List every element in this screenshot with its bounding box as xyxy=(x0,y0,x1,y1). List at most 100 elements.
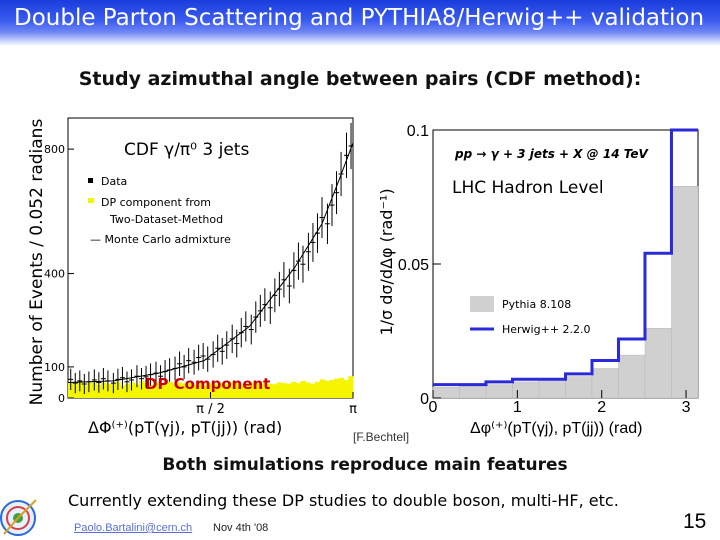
dp-bar xyxy=(338,377,344,398)
dp-bar xyxy=(329,379,335,398)
left-plot-frame xyxy=(67,117,354,399)
left-y-axis-label: Number of Events / 0.052 radians xyxy=(27,119,47,406)
dp-bar xyxy=(87,383,93,398)
pythia-bar xyxy=(459,384,487,399)
y-tick-label: 100 xyxy=(44,361,65,374)
x-tick-label: 3 xyxy=(682,399,691,416)
dp-bar xyxy=(324,380,330,398)
dp-bar xyxy=(305,382,311,398)
legend-mc: — Monte Carlo admixture xyxy=(90,233,231,246)
pythia-bar xyxy=(591,368,619,399)
right-chart-subtitle: LHC Hadron Level xyxy=(452,178,604,198)
dp-bar xyxy=(286,383,292,398)
y-tick-label: 0 xyxy=(420,391,429,408)
dp-bar xyxy=(68,382,74,398)
dp-bar xyxy=(277,382,283,398)
dp-bar xyxy=(258,384,264,398)
pythia-bar xyxy=(671,186,699,399)
slide-title: Double Parton Scattering and PYTHIA8/Her… xyxy=(14,5,705,31)
left-data-points xyxy=(68,122,354,395)
dp-bar xyxy=(82,385,88,398)
dp-bar xyxy=(139,380,145,398)
detector-logo-icon xyxy=(0,499,37,536)
dp-bar xyxy=(291,381,297,398)
presentation-date: Nov 4th '08 xyxy=(213,522,269,534)
dp-bar xyxy=(296,383,302,398)
y-tick-label: 800 xyxy=(44,143,65,156)
dp-bar xyxy=(262,381,268,398)
pythia-bar xyxy=(538,378,566,399)
dp-bar xyxy=(272,384,278,398)
dp-bar xyxy=(234,383,240,398)
dp-bar xyxy=(186,383,192,398)
dp-bar xyxy=(315,381,321,398)
dp-bar xyxy=(267,383,273,398)
left-x-ticks: π / 2 π xyxy=(196,392,357,417)
dp-bar xyxy=(229,381,235,398)
conclusion-text: Both simulations reproduce main features xyxy=(162,455,568,475)
right-herwig-line xyxy=(433,128,698,387)
dp-bar xyxy=(300,380,306,398)
pythia-bar xyxy=(644,328,672,399)
dp-bar xyxy=(239,384,245,398)
left-chart-title: CDF γ/π⁰ 3 jets xyxy=(124,140,249,160)
y-tick-label: 0.1 xyxy=(407,123,429,140)
right-y-ticks: 0 0.05 0.1 xyxy=(398,123,441,408)
dp-bar xyxy=(224,384,230,398)
author-email-link[interactable]: Paolo.Bartalini@cern.ch xyxy=(74,522,193,534)
dp-bar xyxy=(310,383,316,398)
dp-bar xyxy=(125,383,131,398)
dp-bar xyxy=(201,385,207,398)
dp-bar xyxy=(334,378,340,398)
pythia-bar xyxy=(512,381,540,399)
slide-subtitle: Study azimuthal angle between pairs (CDF… xyxy=(78,68,642,90)
pythia-bar xyxy=(618,354,646,399)
dp-bar xyxy=(248,382,254,398)
bullet-text: Currently extending these DP studies to … xyxy=(68,491,619,510)
x-tick-label: 0 xyxy=(429,399,438,416)
x-tick-label: 2 xyxy=(597,399,606,416)
left-y-ticks: 0 100 400 800 xyxy=(44,143,74,405)
x-tick-label: 1 xyxy=(513,399,522,416)
legend-pythia-marker xyxy=(470,296,494,312)
y-tick-label: 400 xyxy=(44,268,65,281)
right-plot: 0 0.05 0.1 0 1 2 3 1/σ dσ/dΔφ (rad⁻¹) Δφ⁽⁺⁾(p… xyxy=(377,123,699,437)
dp-component-label: DP Component xyxy=(145,375,270,393)
pythia-bar xyxy=(485,384,513,399)
right-pythia-bars xyxy=(432,186,699,399)
left-legend: Data DP component from Two-Dataset-Metho… xyxy=(88,175,231,246)
dp-bar xyxy=(220,382,226,398)
dp-bar xyxy=(253,383,259,398)
legend-pythia: Pythia 8.108 xyxy=(502,298,571,311)
legend-data-marker xyxy=(88,178,93,183)
left-plot: 0 100 400 800 π / 2 π Number of Events / 0.0… xyxy=(27,117,357,437)
pythia-bar xyxy=(432,387,460,399)
y-tick-label: 0.05 xyxy=(398,257,429,274)
dp-bar xyxy=(158,384,164,398)
dp-bar xyxy=(153,382,159,398)
legend-herwig: Herwig++ 2.2.0 xyxy=(502,323,591,336)
y-tick-label: 0 xyxy=(58,392,65,405)
citation-label: [F.Bechtel] xyxy=(353,430,409,444)
dp-bar xyxy=(106,384,112,398)
x-tick-label: π / 2 xyxy=(196,402,225,417)
page-number: 15 xyxy=(683,510,707,533)
dp-bar xyxy=(348,376,354,398)
right-x-axis-label: Δφ⁽⁺⁾(pT(γj), pT(jj)) (rad) xyxy=(470,420,642,437)
title-bar: Double Parton Scattering and PYTHIA8/Her… xyxy=(0,0,720,46)
right-chart-title: pp → γ + 3 jets + X @ 14 TeV xyxy=(454,147,650,161)
x-tick-label: π xyxy=(349,402,357,417)
dp-bar xyxy=(148,384,154,398)
legend-dp-marker xyxy=(88,198,94,203)
dp-bar xyxy=(101,382,107,398)
dp-bar xyxy=(172,384,178,398)
dp-bar xyxy=(129,382,135,398)
dp-bar xyxy=(182,383,188,398)
dp-bar xyxy=(191,384,197,398)
left-x-axis-label: ΔΦ⁽⁺⁾(pT(γj), pT(jj)) (rad) xyxy=(88,418,282,437)
dp-bar xyxy=(319,379,325,398)
dp-bar xyxy=(343,379,349,398)
dp-bar xyxy=(281,383,287,398)
right-y-axis-label: 1/σ dσ/dΔφ (rad⁻¹) xyxy=(377,188,396,335)
